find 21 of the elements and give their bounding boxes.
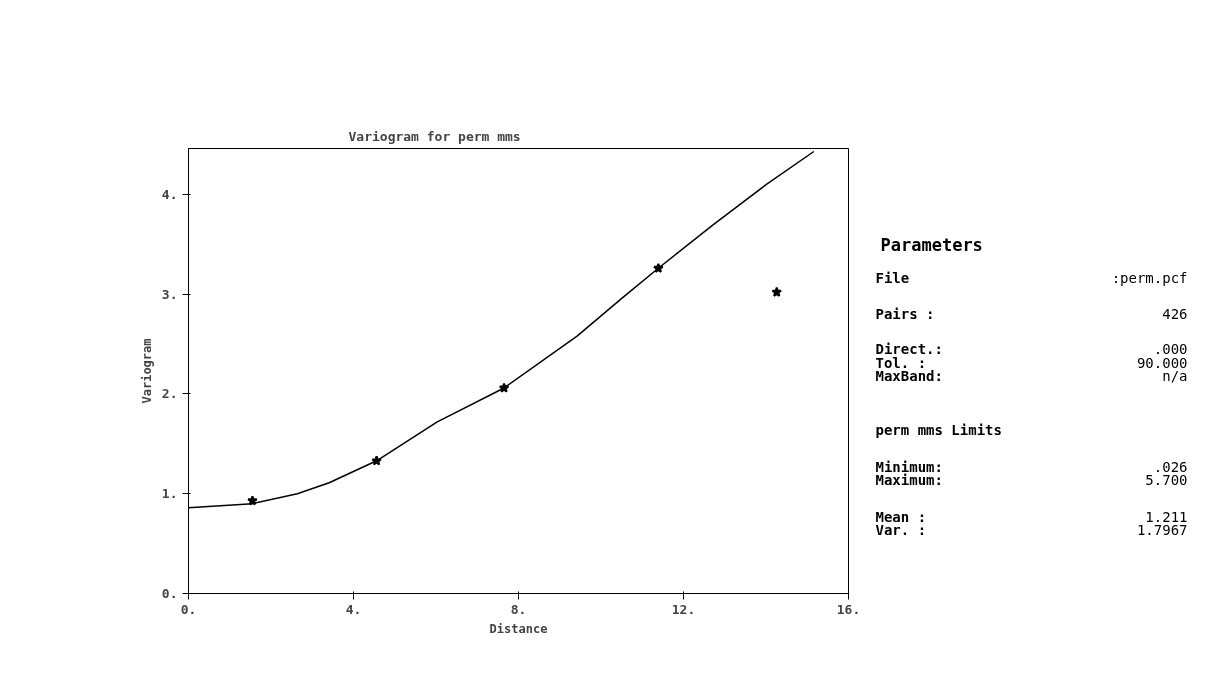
text: File bbox=[875, 269, 910, 286]
text: 426 bbox=[1162, 305, 1188, 322]
point bbox=[771, 286, 782, 297]
y-tick-label: 2. bbox=[161, 386, 178, 402]
text: Pairs : bbox=[875, 305, 935, 322]
y-tick-label: 1. bbox=[161, 486, 178, 502]
text: perm mms Limits bbox=[875, 422, 1002, 439]
y-axis-title: Variogram bbox=[139, 338, 154, 404]
text: :perm.pcf bbox=[1111, 269, 1188, 286]
chart-title: Variogram for perm mms bbox=[348, 128, 521, 144]
x-tick-label: 16. bbox=[836, 601, 861, 617]
x-axis-title: Distance bbox=[489, 621, 548, 636]
y-tick-label: 4. bbox=[161, 186, 178, 202]
x-tick-label: 4. bbox=[345, 601, 362, 617]
x-tick-label: 0. bbox=[180, 601, 197, 617]
text: Parameters bbox=[880, 235, 983, 256]
x-tick-label: 8. bbox=[510, 601, 527, 617]
x-tick-label: 12. bbox=[671, 601, 696, 617]
y-tick-label: 3. bbox=[161, 286, 178, 302]
line-series bbox=[188, 150, 815, 509]
y-tick-label: 0. bbox=[161, 586, 178, 601]
